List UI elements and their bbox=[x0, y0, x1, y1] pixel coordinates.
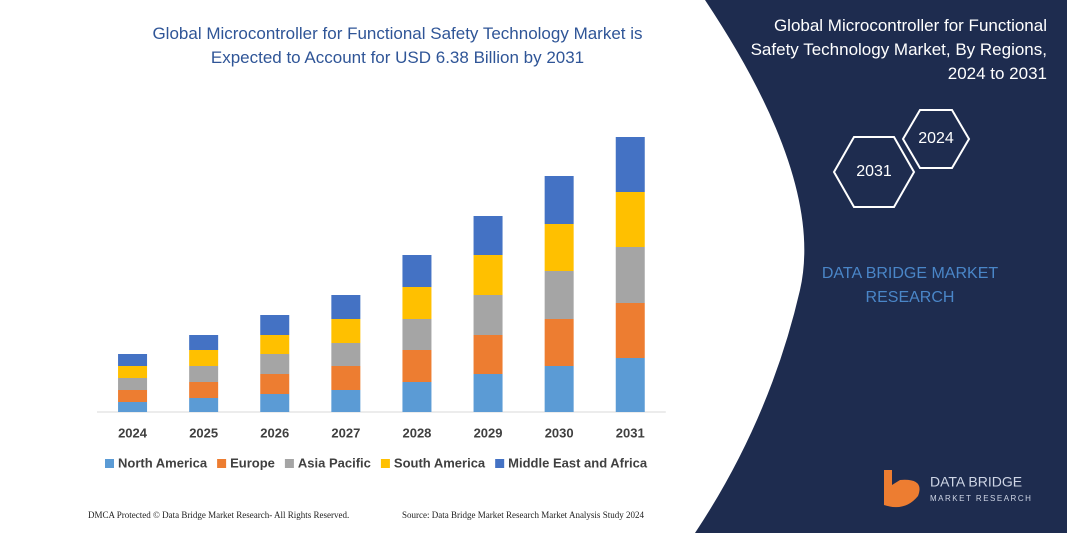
x-tick-label: 2027 bbox=[331, 425, 360, 440]
bar-segment bbox=[118, 390, 148, 402]
bar-segment bbox=[544, 176, 574, 224]
panel-title: Global Microcontroller for Functional Sa… bbox=[750, 16, 1047, 83]
bar-segment bbox=[260, 315, 290, 335]
bar-segment bbox=[331, 366, 361, 390]
bar-segment bbox=[260, 394, 290, 412]
legend-swatch bbox=[105, 459, 114, 468]
x-tick-label: 2024 bbox=[118, 425, 148, 440]
bar-segment bbox=[331, 295, 361, 319]
footer-left: DMCA Protected © Data Bridge Market Rese… bbox=[88, 510, 350, 520]
x-tick-label: 2030 bbox=[545, 425, 574, 440]
hexagon bbox=[901, 109, 971, 169]
hexagon bbox=[832, 136, 916, 208]
chart-title: Global Microcontroller for Functional Sa… bbox=[152, 24, 643, 67]
legend-swatch bbox=[217, 459, 227, 468]
bar-segment bbox=[544, 319, 574, 366]
legend-label: North America bbox=[118, 455, 208, 470]
bar-segment bbox=[331, 343, 361, 366]
bar-segment bbox=[615, 303, 645, 358]
bar-segment bbox=[402, 255, 432, 287]
bar-segment bbox=[473, 216, 503, 255]
bar-segment bbox=[260, 354, 290, 374]
bar-segment bbox=[189, 366, 219, 382]
x-tick-label: 2031 bbox=[616, 425, 645, 440]
logo-tagline: MARKET RESEARCH bbox=[930, 494, 1032, 503]
bar-segment bbox=[118, 378, 148, 390]
legend-label: Asia Pacific bbox=[298, 455, 371, 470]
bar-segment bbox=[473, 295, 503, 335]
bar-segment bbox=[615, 247, 645, 303]
legend-swatch bbox=[284, 459, 294, 468]
bar-segment bbox=[402, 382, 432, 412]
logo-icon bbox=[884, 470, 920, 508]
bar-segment bbox=[473, 335, 503, 374]
legend-swatch bbox=[495, 459, 505, 468]
bar-segment bbox=[473, 255, 503, 295]
bar-segment bbox=[331, 390, 361, 412]
bar-segment bbox=[402, 287, 432, 319]
x-tick-label: 2029 bbox=[474, 425, 503, 440]
bar-segment bbox=[118, 366, 148, 378]
x-tick-label: 2026 bbox=[260, 425, 289, 440]
bar-segment bbox=[331, 319, 361, 343]
bar-segment bbox=[118, 402, 148, 412]
bar-segment bbox=[189, 350, 219, 366]
bar-segment bbox=[402, 350, 432, 382]
logo-name: DATA BRIDGE bbox=[930, 474, 1022, 490]
bar-segment bbox=[260, 335, 290, 354]
legend-swatch bbox=[380, 459, 390, 468]
bar-segment bbox=[118, 354, 148, 366]
hex-label: 2031 bbox=[856, 163, 892, 180]
bar-segment bbox=[544, 271, 574, 319]
legend-label: South America bbox=[394, 455, 486, 470]
side-panel bbox=[695, 0, 1067, 533]
bar-segment bbox=[473, 374, 503, 412]
bar-segment bbox=[189, 398, 219, 412]
bar-segment bbox=[615, 192, 645, 247]
bar-segment bbox=[544, 366, 574, 412]
bar-segment bbox=[615, 358, 645, 412]
bar-segment bbox=[189, 382, 219, 398]
hex-label: 2024 bbox=[918, 130, 954, 147]
brand: DATA BRIDGE MARKET RESEARCH bbox=[821, 265, 999, 306]
bar-segment bbox=[615, 137, 645, 192]
legend-label: Europe bbox=[230, 455, 275, 470]
bar-segment bbox=[260, 374, 290, 394]
bar-segment bbox=[189, 335, 219, 350]
legend-label: Middle East and Africa bbox=[508, 455, 648, 470]
x-tick-label: 2028 bbox=[402, 425, 431, 440]
bar-segment bbox=[402, 319, 432, 350]
footer-right: Source: Data Bridge Market Research Mark… bbox=[402, 510, 644, 520]
x-tick-label: 2025 bbox=[189, 425, 218, 440]
bar-segment bbox=[544, 224, 574, 271]
